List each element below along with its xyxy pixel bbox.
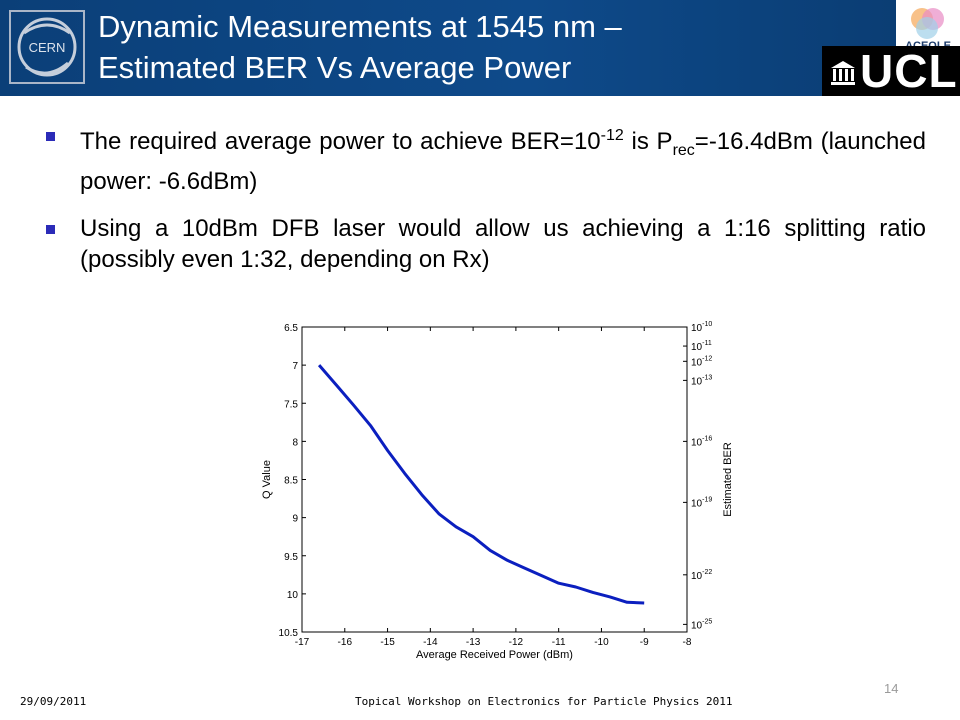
y-tick-label: 9.5 [284, 552, 298, 563]
slide-header: CERN Dynamic Measurements at 1545 nm – E… [0, 0, 960, 96]
x-tick-label: -10 [594, 637, 609, 648]
ucl-portico-icon [831, 61, 855, 85]
bullet-item-1: The required average power to achieve BE… [46, 120, 926, 197]
y-tick-label: 7 [292, 361, 298, 372]
q-value-curve [317, 364, 645, 605]
y2-axis-label: Estimated BER [722, 442, 734, 517]
x-tick-label: -8 [683, 637, 692, 648]
x-tick-label: -9 [640, 637, 649, 648]
footer-event: Topical Workshop on Electronics for Part… [355, 695, 733, 708]
y2-tick-label: 10-25 [691, 618, 712, 631]
y2-tick-label: 10-10 [691, 321, 712, 334]
cern-logo-text: CERN [29, 40, 66, 55]
title-line-2: Estimated BER Vs Average Power [98, 50, 572, 85]
slide-title: Dynamic Measurements at 1545 nm – Estima… [98, 6, 778, 88]
x-tick-label: -12 [509, 637, 524, 648]
y-tick-label: 7.5 [284, 399, 298, 410]
y-tick-label: 10.5 [279, 628, 299, 639]
y2-tick-label: 10-11 [691, 340, 712, 353]
bullet-list: The required average power to achieve BE… [46, 120, 926, 291]
bullet-square-icon [46, 132, 55, 141]
ucl-logo [822, 46, 960, 96]
x-tick-label: -11 [552, 637, 566, 648]
y-tick-label: 9 [292, 514, 298, 525]
y-tick-label: 8.5 [284, 476, 298, 487]
x-tick-label: -14 [423, 637, 438, 648]
page-number: 14 [884, 681, 899, 696]
y-tick-label: 6.5 [284, 323, 298, 334]
y2-tick-label: 10-16 [691, 435, 712, 448]
plot-frame [301, 326, 688, 633]
y-tick-label: 8 [292, 437, 298, 448]
bullet-square-icon [46, 224, 55, 234]
footer-date: 29/09/2011 [20, 695, 87, 708]
title-line-1: Dynamic Measurements at 1545 nm – [98, 9, 622, 44]
y2-tick-label: 10-12 [691, 355, 712, 368]
x-tick-label: -16 [338, 637, 353, 648]
y2-tick-label: 10-19 [691, 496, 712, 509]
x-tick-label: -13 [466, 637, 481, 648]
y-tick-label: 10 [287, 590, 299, 601]
cern-logo-icon: CERN [9, 10, 85, 84]
x-tick-label: -17 [295, 637, 310, 648]
x-axis-label: Average Received Power (dBm) [416, 649, 573, 661]
y-axis-label: Q Value [261, 460, 273, 499]
x-tick-label: -15 [380, 637, 395, 648]
y2-tick-label: 10-22 [691, 569, 712, 582]
ucl-logo-text: UCL [860, 45, 958, 97]
y2-tick-label: 10-13 [691, 374, 712, 387]
bullet-item-2: Using a 10dBm DFB laser would allow us a… [46, 213, 926, 275]
